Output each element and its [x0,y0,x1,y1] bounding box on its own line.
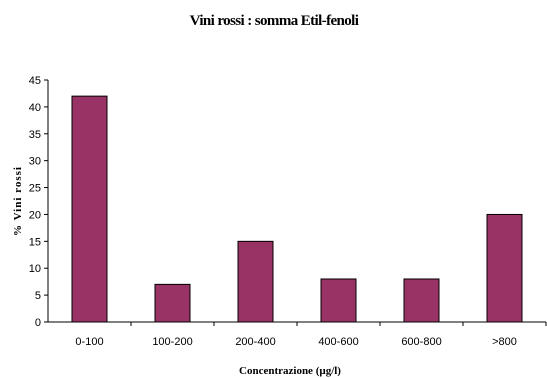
y-tick-label: 25 [29,183,41,195]
x-tick-label: 200-400 [235,336,275,348]
y-tick-label: 40 [29,102,41,114]
x-tick-label: >800 [492,336,517,348]
bars [71,95,523,323]
y-tick-label: 15 [29,236,41,248]
y-tick-label: 10 [29,263,41,275]
x-tick-label: 0-100 [75,336,103,348]
y-tick-label: 35 [29,129,41,141]
bar-200-400 [237,240,274,323]
x-axis-ticks: 0-100 100-200 200-400 400-600 600-800 >800 [75,322,547,348]
bar->800 [486,213,523,323]
bar-100-200 [154,283,191,323]
y-tick-label: 20 [29,209,41,221]
y-tick-label: 30 [29,156,41,168]
bar-0-100 [71,95,108,323]
x-tick-label: 600-800 [401,336,441,348]
chart-title: Vini rossi : somma Etil-fenoli [190,13,359,29]
y-axis-label: % Vini rossi [12,166,24,236]
y-tick-label: 0 [35,317,41,329]
x-tick-label: 100-200 [152,336,192,348]
y-axis-ticks: 0 5 10 15 20 25 30 35 40 45 [29,75,48,329]
y-tick-label: 5 [35,290,41,302]
bar-400-600 [320,278,357,323]
y-tick-label: 45 [29,75,41,87]
x-tick-label: 400-600 [318,336,358,348]
x-axis-label: Concentrazione (µg/l) [239,365,341,377]
bar-600-800 [403,278,440,323]
